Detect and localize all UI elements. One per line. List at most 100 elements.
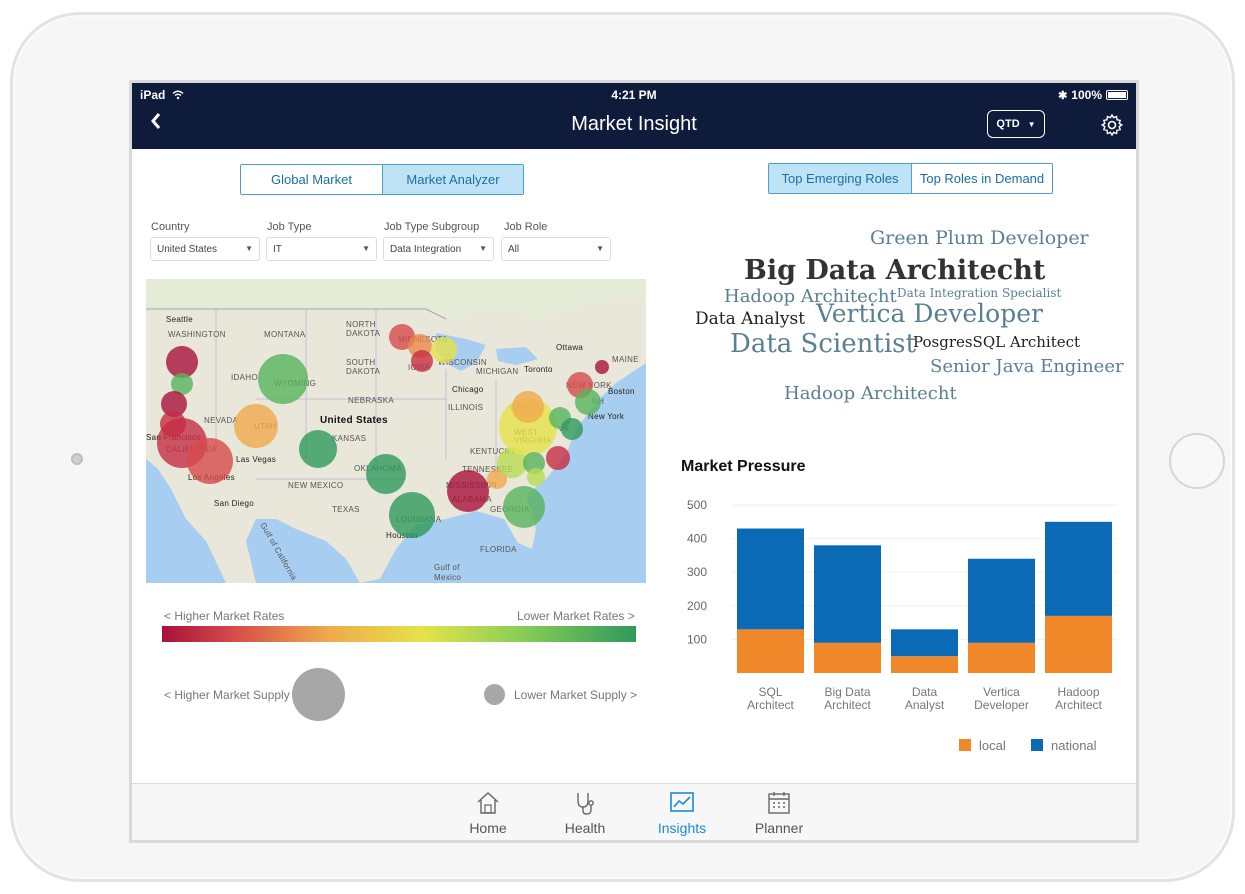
word-cloud-item[interactable]: Data Scientist [730,329,916,359]
market-bubble[interactable] [431,337,457,363]
tab-global-market[interactable]: Global Market [241,165,382,194]
chart-bar[interactable] [737,528,804,630]
market-bubble[interactable] [512,391,544,423]
tab-insights[interactable]: Insights [647,790,717,836]
period-select[interactable]: QTD ▼ [987,110,1045,138]
roles-segmented-control: Top Emerging Roles Top Roles in Demand [768,163,1053,194]
legend-label: national [1051,738,1097,753]
status-time: 4:21 PM [611,88,657,102]
chart-bar[interactable] [814,545,881,643]
market-bubble[interactable] [389,492,435,538]
map-label: Boston [608,387,635,396]
tab-market-analyzer[interactable]: Market Analyzer [382,165,523,194]
tab-top-roles-in-demand[interactable]: Top Roles in Demand [911,164,1052,193]
market-bubble[interactable] [527,468,545,486]
ipad-frame: iPad 4:21 PM ✱ 100% Market Insight [10,12,1235,882]
chart-bar[interactable] [1045,615,1112,673]
filter-job-role-select[interactable]: All ▼ [501,237,611,261]
market-bubble[interactable] [171,373,193,395]
word-cloud-item[interactable]: Hadoop Architecht [724,286,897,307]
tab-health[interactable]: Health [550,790,620,836]
market-bubble[interactable] [595,360,609,374]
market-bubble[interactable] [447,470,489,512]
market-bubble[interactable] [503,486,545,528]
word-cloud-item[interactable]: Big Data Architecht [744,255,1046,286]
chart-icon [670,792,694,812]
chart-bar[interactable] [891,629,958,657]
map-label: TENNESSEE [462,465,514,474]
home-button[interactable] [1169,433,1225,489]
map-label: TEXAS [332,505,360,514]
chart-bar[interactable] [968,558,1035,643]
x-tick-label: Architect [824,698,871,712]
y-tick-label: 200 [687,599,707,613]
market-bubble[interactable] [411,350,433,372]
word-cloud-item[interactable]: PosgresSQL Architect [913,333,1081,351]
map-label: FLORIDA [480,545,517,554]
legend-swatch [959,739,971,751]
tab-home[interactable]: Home [453,790,523,836]
filter-label-job-role: Job Role [504,221,548,233]
stethoscope-icon [577,793,594,815]
higher-market-supply-label: < Higher Market Supply [164,688,290,702]
battery-icon [1106,90,1128,100]
us-market-map[interactable]: Seattle WASHINGTON MONTANA NORTH DAKOTA SOUTH… [146,279,646,583]
map-label: WISCONSIN [438,358,487,367]
bluetooth-icon: ✱ [1058,89,1068,102]
market-bubble[interactable] [561,418,583,440]
home-icon [477,792,499,814]
map-label: Toronto [524,365,553,374]
status-battery: ✱ 100% [1058,88,1128,102]
x-tick-label: Vertica [983,685,1020,699]
market-bubble[interactable] [546,446,570,470]
calendar-icon [768,792,790,814]
word-cloud-item[interactable]: Green Plum Developer [870,227,1089,249]
map-label: Ottawa [556,343,584,352]
market-rates-gradient-bar [162,626,636,642]
back-button[interactable] [150,109,162,137]
word-cloud-item[interactable]: Hadoop Architecht [784,383,957,404]
lower-market-supply-label: Lower Market Supply > [514,688,638,702]
gear-icon[interactable] [1100,113,1124,137]
word-cloud-item[interactable]: Senior Java Engineer [930,356,1124,377]
map-label: DAKOTA [346,329,381,338]
filter-job-type-select[interactable]: IT ▼ [266,237,377,261]
word-cloud-item[interactable]: Data Integration Specialist [897,286,1062,300]
map-label: SOUTH [346,358,376,367]
map-label: NEBRASKA [348,396,394,405]
page-title: Market Insight [571,113,697,135]
market-bubble[interactable] [187,438,233,484]
chart-bar[interactable] [814,642,881,673]
chart-bar[interactable] [1045,521,1112,616]
map-label: KENTUCKY [470,447,516,456]
map-label: ILLINOIS [448,403,484,412]
market-bubble[interactable] [166,346,198,378]
x-tick-label: SQL [758,685,782,699]
market-bubble[interactable] [366,454,406,494]
y-tick-label: 100 [687,632,707,646]
word-cloud-item[interactable]: Vertica Developer [816,299,1043,328]
map-label: MONTANA [264,330,306,339]
map-label: Chicago [452,385,484,394]
chevron-left-icon [151,113,161,129]
tab-planner[interactable]: Planner [744,790,814,836]
filter-label-country: Country [151,221,190,233]
legend-label: local [979,738,1006,753]
market-bubble[interactable] [299,430,337,468]
market-bubble[interactable] [575,389,601,415]
screen: iPad 4:21 PM ✱ 100% Market Insight [129,80,1139,843]
chart-bar[interactable] [891,656,958,673]
word-cloud-item[interactable]: Data Analyst [695,309,806,329]
market-bubble[interactable] [258,354,308,404]
map-label: Mexico [434,573,462,582]
filter-subgroup-select[interactable]: Data Integration ▼ [383,237,494,261]
market-bubble[interactable] [234,404,278,448]
filter-country-select[interactable]: United States ▼ [150,237,260,261]
chart-bar[interactable] [737,629,804,673]
chart-bar[interactable] [968,642,1035,673]
map-label: NEW MEXICO [288,481,344,490]
caret-down-icon: ▼ [596,244,604,253]
map-label: San Diego [214,499,255,508]
tab-top-emerging-roles[interactable]: Top Emerging Roles [769,164,911,193]
